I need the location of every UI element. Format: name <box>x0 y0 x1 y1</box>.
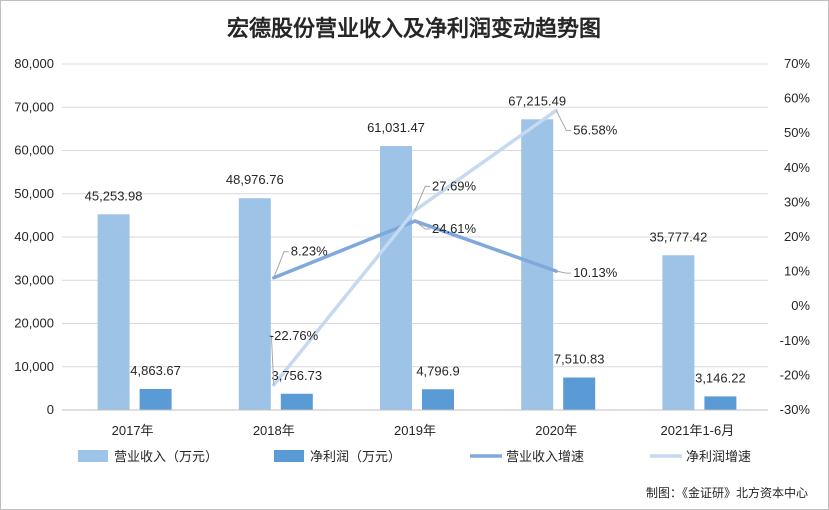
x-tick-label: 2020年 <box>535 423 577 438</box>
y-left-tick-label: 50,000 <box>14 186 54 201</box>
legend-label: 营业收入增速 <box>506 450 584 465</box>
leader-line <box>273 251 289 278</box>
x-tick-label: 2021年1-6月 <box>661 423 735 438</box>
leader-line <box>414 185 430 211</box>
y-left-tick-label: 30,000 <box>14 272 54 287</box>
bar <box>280 393 313 410</box>
bar <box>563 377 596 410</box>
bar <box>97 214 130 410</box>
bar <box>422 389 454 410</box>
line-value-label: 10.13% <box>573 265 618 280</box>
bar <box>704 396 737 410</box>
bars <box>97 119 737 411</box>
x-tick-label: 2019年 <box>394 423 436 438</box>
leader-line <box>556 270 572 274</box>
bar-value-label: 48,976.76 <box>226 172 284 187</box>
y-right-tick-label: -10% <box>780 333 811 348</box>
legend-swatch <box>274 450 304 462</box>
line-value-label: -22.76% <box>270 328 319 343</box>
legend-label: 净利润增速 <box>686 450 751 465</box>
line-value-label: 8.23% <box>291 244 328 259</box>
legend-swatch <box>78 450 108 462</box>
y-right-tick-label: 30% <box>784 194 810 209</box>
y-right-tick-label: 70% <box>784 56 810 71</box>
bar-value-label: 35,777.42 <box>649 229 707 244</box>
bar-value-label: 4,863.67 <box>130 363 181 378</box>
leader-line <box>555 110 572 131</box>
credit-text: 制图：《金证研》北方资本中心 <box>646 485 808 500</box>
y-right-tick-label: 50% <box>784 125 810 140</box>
x-tick-label: 2018年 <box>253 423 295 438</box>
y-left-tick-label: 10,000 <box>14 359 54 374</box>
bar-value-label: 45,253.98 <box>85 188 143 203</box>
axes: 0 10,000 20,000 30,000 40,000 50,000 60,000 70,… <box>14 56 810 438</box>
y-right-tick-label: -20% <box>780 367 811 382</box>
bar-value-label: 67,215.49 <box>508 93 566 108</box>
line-value-label: 24.61% <box>432 221 477 236</box>
bar <box>139 388 172 410</box>
legend-label: 营业收入（万元） <box>114 450 218 465</box>
leader-line <box>267 335 275 385</box>
y-right-tick-label: 60% <box>784 91 810 106</box>
bar <box>380 146 412 411</box>
y-left-tick-label: 40,000 <box>14 229 54 244</box>
chart-title: 宏德股份营业收入及净利润变动趋势图 <box>227 16 601 42</box>
bar <box>238 198 271 410</box>
y-left-tick-label: 70,000 <box>14 99 54 114</box>
bar-value-label: 61,031.47 <box>367 120 425 135</box>
y-left-tick-label: 20,000 <box>14 316 54 331</box>
y-left-tick-label: 0 <box>47 402 54 417</box>
y-left-tick-label: 60,000 <box>14 143 54 158</box>
y-right-tick-label: 40% <box>784 160 810 175</box>
y-right-tick-label: -30% <box>780 402 811 417</box>
bar-value-label: 4,796.9 <box>416 363 459 378</box>
legend: 营业收入（万元） 净利润（万元） 营业收入增速 净利润增速 <box>78 450 751 465</box>
x-tick-label: 2017年 <box>112 423 154 438</box>
legend-label: 净利润（万元） <box>310 450 401 465</box>
y-left-tick-label: 80,000 <box>14 56 54 71</box>
y-right-tick-label: 20% <box>784 229 810 244</box>
bar-value-label: 3,756.73 <box>271 368 322 383</box>
bar-value-label: 3,146.22 <box>695 370 746 385</box>
leader-line <box>414 220 430 230</box>
y-right-tick-label: 10% <box>784 264 810 279</box>
line-value-label: 27.69% <box>432 178 477 193</box>
data-labels: 45,253.98 48,976.76 61,031.47 67,215.49 35,7… <box>85 93 746 385</box>
line-value-label: 56.58% <box>573 122 618 137</box>
bar <box>662 255 695 410</box>
bar-value-label: 7,510.83 <box>554 352 605 367</box>
y-right-tick-label: 0% <box>791 298 810 313</box>
